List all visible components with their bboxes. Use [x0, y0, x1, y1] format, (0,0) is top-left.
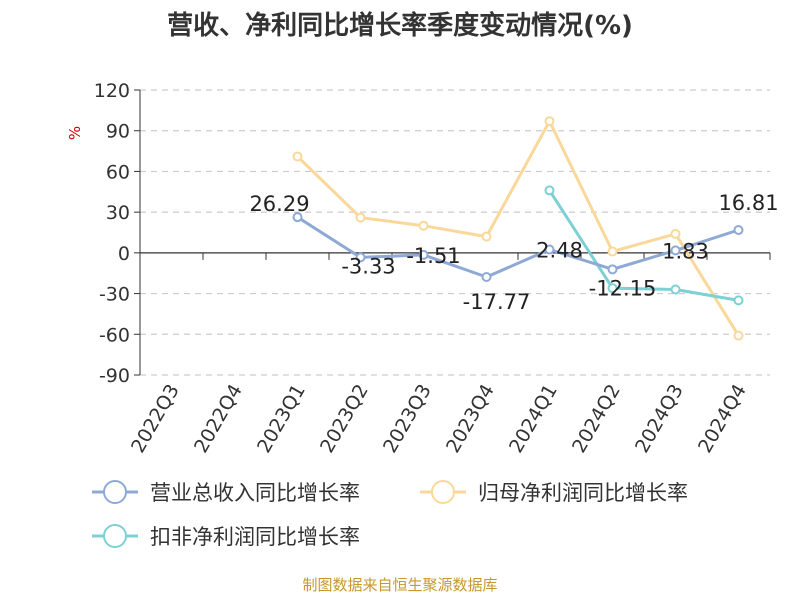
x-tick-label: 2023Q4 [442, 381, 499, 457]
y-tick-label: 120 [94, 80, 130, 102]
data-point [418, 220, 429, 231]
data-point [607, 246, 618, 257]
series-line [548, 189, 739, 302]
data-point [418, 249, 429, 260]
x-tick-label: 2024Q3 [631, 381, 688, 457]
data-point [607, 264, 618, 275]
data-point [670, 284, 681, 295]
x-tick-label: 2023Q1 [253, 381, 310, 457]
x-tick-label: 2024Q4 [694, 381, 751, 457]
legend-item: 扣非净利润同比增长率 [92, 524, 360, 549]
data-point [292, 151, 303, 162]
data-point [607, 283, 618, 294]
legend-swatch-marker [431, 480, 455, 504]
data-label: -3.33 [341, 254, 395, 278]
legend-label: 扣非净利润同比增长率 [150, 525, 360, 549]
source-note: 制图数据来自恒生聚源数据库 [302, 576, 497, 594]
legend-label: 营业总收入同比增长率 [150, 481, 360, 505]
data-point [544, 244, 555, 255]
data-point [481, 271, 492, 282]
x-tick-label: 2024Q1 [505, 381, 562, 457]
data-point [355, 212, 366, 223]
legend-swatch-marker [103, 480, 127, 504]
data-point [544, 185, 555, 196]
data-point [292, 212, 303, 223]
y-axis-unit: % [66, 126, 84, 140]
data-point [670, 245, 681, 256]
data-point [670, 228, 681, 239]
data-label: -12.15 [589, 276, 657, 300]
series-line [296, 119, 740, 337]
data-label: -17.77 [463, 290, 531, 314]
y-tick-label: 90 [106, 121, 130, 143]
data-point [355, 252, 366, 263]
x-tick-label: 2024Q2 [568, 381, 625, 457]
x-tick-label: 2022Q4 [190, 381, 247, 457]
grid [140, 89, 770, 376]
data-label: -1.51 [406, 244, 460, 268]
x-tick-label: 2023Q2 [316, 381, 373, 457]
x-tick-label: 2023Q3 [379, 381, 436, 457]
data-point [481, 231, 492, 242]
data-point [733, 295, 744, 306]
data-point [733, 330, 744, 341]
series-line [296, 215, 739, 279]
chart-title: 营收、净利同比增长率季度变动情况(%) [167, 10, 633, 41]
data-label: 1.83 [662, 239, 709, 263]
data-label: 16.81 [718, 191, 778, 215]
x-tick-label: 2022Q3 [127, 381, 184, 457]
legend-swatch-marker [103, 524, 127, 548]
y-tick-label: -90 [99, 365, 130, 387]
y-tick-label: 0 [118, 243, 130, 265]
data-point [733, 225, 744, 236]
legend-item: 营业总收入同比增长率 [92, 480, 360, 505]
data-labels: 26.29 -3.33 -1.51-17.77 2.48-12.151.83 16.81 [249, 191, 778, 314]
y-tick-label: -60 [99, 324, 130, 346]
series [292, 116, 744, 341]
y-tick-label: 60 [106, 161, 130, 183]
data-point [544, 116, 555, 127]
y-tick-label: -30 [99, 284, 130, 306]
legend-label: 归母净利润同比增长率 [478, 481, 688, 505]
data-label: 26.29 [249, 192, 309, 216]
legend-item: 归母净利润同比增长率 [420, 480, 688, 505]
y-tick-label: 30 [106, 202, 130, 224]
data-label: 2.48 [536, 238, 583, 262]
